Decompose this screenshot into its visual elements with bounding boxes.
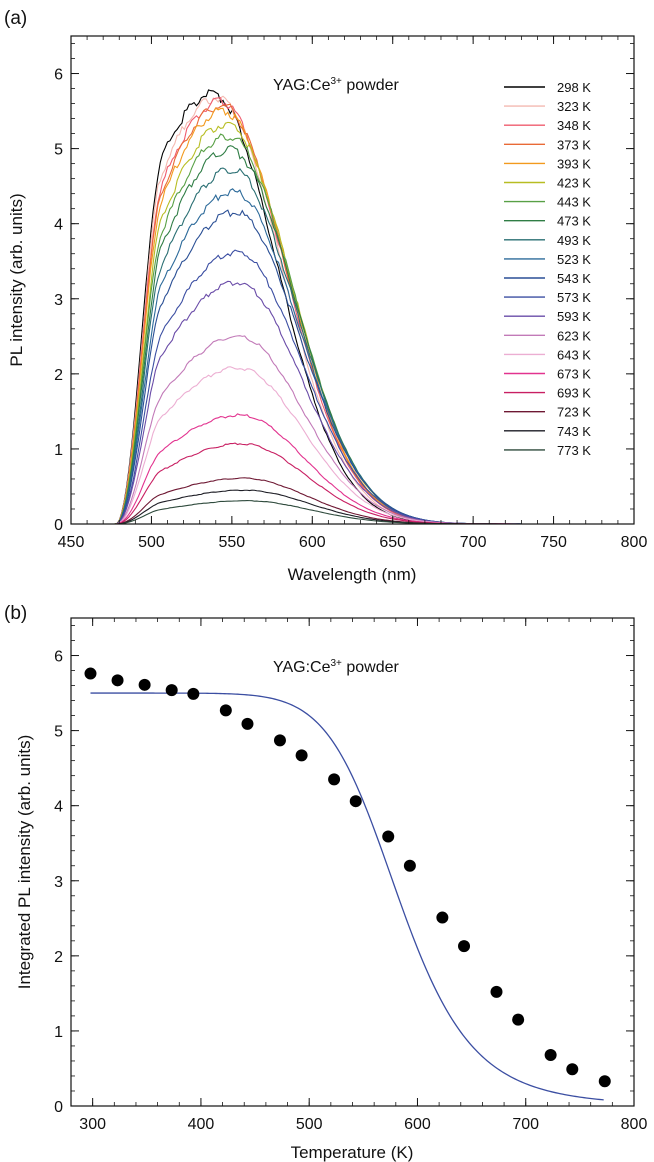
panel-a-y-tick-label: 1 <box>54 442 63 459</box>
data-point <box>436 911 449 924</box>
spectrum-line-593K <box>71 280 634 525</box>
panel-b-chart: (b) 300 400 500 600 700 800 0 1 2 3 4 5 6 YAG:Ce3+ p… <box>4 603 647 1162</box>
panel-a-x-tick-label: 550 <box>219 534 246 551</box>
panel-a-y-tick-label: 4 <box>54 217 63 234</box>
data-point <box>219 704 232 717</box>
data-point <box>111 674 124 687</box>
panel-a-x-tick-label: 800 <box>621 534 648 551</box>
panel-a-frame <box>70 35 635 525</box>
panel-b-x-axis-label: Temperature (K) <box>291 1143 414 1162</box>
panel-b-plot-area <box>84 667 611 1101</box>
panel-a-legend: 298 K 323 K 348 K 373 K 393 K 423 K 443 K 473 K… <box>504 80 591 458</box>
panel-b-frame <box>70 617 635 1107</box>
legend-label: 643 K <box>557 347 591 362</box>
data-point <box>382 830 395 843</box>
panel-a-x-tick-label: 750 <box>540 534 567 551</box>
legend-label: 723 K <box>557 405 591 420</box>
legend-label: 443 K <box>557 195 591 210</box>
data-point <box>295 749 308 762</box>
panel-a-x-tick-label: 650 <box>379 534 406 551</box>
panel-a-x-axis-label: Wavelength (nm) <box>288 565 417 584</box>
legend-label: 393 K <box>557 156 591 171</box>
legend-label: 623 K <box>557 328 591 343</box>
panel-a-y-axis-label: PL intensity (arb. units) <box>7 193 26 366</box>
legend-label: 543 K <box>557 271 591 286</box>
panel-a-annotation: YAG:Ce3+ powder <box>273 76 400 94</box>
spectrum-line-623K <box>71 335 634 525</box>
panel-a-y-tick-label: 5 <box>54 142 63 159</box>
panel-b-y-tick-label: 4 <box>54 799 63 816</box>
data-point <box>349 795 362 808</box>
data-point <box>458 940 471 953</box>
legend-label: 573 K <box>557 290 591 305</box>
legend-label: 523 K <box>557 252 591 267</box>
panel-a-ticks: 450 500 550 600 650 700 750 800 0 1 2 3 4 5 6 <box>54 36 647 551</box>
panel-a-x-tick-label: 500 <box>138 534 165 551</box>
data-point <box>165 684 178 697</box>
panel-a-y-tick-label: 3 <box>54 292 63 309</box>
legend-label: 323 K <box>557 99 591 114</box>
panel-b-y-tick-label: 3 <box>54 874 63 891</box>
legend-label: 348 K <box>557 118 591 133</box>
panel-a-y-tick-label: 0 <box>54 517 63 534</box>
panel-b-x-tick-label: 700 <box>512 1116 539 1133</box>
legend-label: 693 K <box>557 386 591 401</box>
legend-label: 673 K <box>557 367 591 382</box>
panel-a-label: (a) <box>4 8 27 29</box>
legend-label: 493 K <box>557 233 591 248</box>
data-point <box>490 985 503 998</box>
data-point <box>273 734 286 747</box>
data-point <box>84 667 97 680</box>
panel-a-y-tick-label: 6 <box>54 67 63 84</box>
data-point <box>241 717 254 730</box>
data-point <box>544 1048 557 1061</box>
panel-b-label: (b) <box>4 603 27 624</box>
panel-a-x-tick-label: 600 <box>299 534 326 551</box>
spectrum-line-743K <box>71 489 634 525</box>
fit-curve <box>90 692 604 1101</box>
panel-b-x-tick-label: 400 <box>188 1116 215 1133</box>
legend-label: 473 K <box>557 214 591 229</box>
panel-b-y-tick-label: 6 <box>54 649 63 666</box>
data-point <box>328 773 341 786</box>
data-point <box>138 678 151 691</box>
panel-b-x-tick-label: 800 <box>621 1116 648 1133</box>
legend-label: 773 K <box>557 443 591 458</box>
legend-label: 298 K <box>557 80 591 95</box>
panel-b-x-tick-label: 600 <box>404 1116 431 1133</box>
panel-b-y-axis-label: Integrated PL intensity (arb. units) <box>15 735 34 990</box>
legend-label: 593 K <box>557 309 591 324</box>
data-point <box>566 1063 579 1076</box>
data-point <box>512 1013 525 1026</box>
data-point <box>598 1075 611 1088</box>
panel-b-y-tick-label: 1 <box>54 1024 63 1041</box>
legend-label: 743 K <box>557 424 591 439</box>
panel-b-ticks: 300 400 500 600 700 800 0 1 2 3 4 5 6 <box>54 618 647 1133</box>
legend-label: 423 K <box>557 176 591 191</box>
panel-b-y-tick-label: 5 <box>54 724 63 741</box>
panel-b-x-tick-label: 500 <box>296 1116 323 1133</box>
panel-b-annotation: YAG:Ce3+ powder <box>273 658 400 676</box>
panel-a-x-tick-label: 450 <box>58 534 85 551</box>
data-point <box>187 687 200 700</box>
spectrum-line-773K <box>71 500 634 525</box>
data-point <box>403 859 416 872</box>
panel-a-y-tick-label: 2 <box>54 367 63 384</box>
panel-b-y-tick-label: 2 <box>54 949 63 966</box>
panel-b-x-tick-label: 300 <box>79 1116 106 1133</box>
panel-a-chart: (a) 450 500 550 600 650 700 750 800 0 1 2 3 4 5 6 YAG:… <box>4 8 647 584</box>
panel-b-y-tick-label: 0 <box>54 1099 63 1116</box>
legend-label: 373 K <box>557 137 591 152</box>
panel-a-plot-area <box>71 89 634 525</box>
panel-a-x-tick-label: 700 <box>460 534 487 551</box>
